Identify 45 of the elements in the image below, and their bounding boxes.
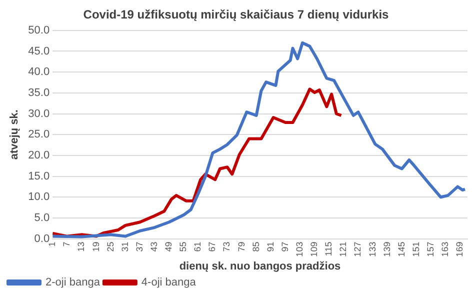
- y-tick-label: 45.0: [28, 45, 50, 58]
- y-tick-label: 50.0: [28, 24, 50, 36]
- x-tick-label: 121: [338, 242, 348, 257]
- y-tick-label: 15.0: [28, 170, 50, 182]
- x-tick-label: 49: [164, 242, 174, 252]
- x-tick-label: 79: [236, 242, 246, 252]
- y-tick-label: 0.0: [34, 232, 50, 245]
- x-tick-label: 145: [396, 242, 406, 257]
- x-tick-label: 97: [280, 242, 290, 252]
- y-tick-label: 30.0: [28, 108, 50, 120]
- x-tick-label: 115: [324, 242, 334, 256]
- x-tick-label: 73: [222, 242, 232, 252]
- y-tick-label: 5.0: [34, 212, 50, 224]
- y-tick-label: 35.0: [28, 86, 50, 99]
- x-tick-label: 133: [367, 242, 378, 257]
- x-tick-label: 19: [90, 242, 101, 252]
- x-tick-label: 55: [178, 242, 188, 252]
- x-tick-label: 139: [382, 242, 392, 257]
- x-tick-label: 1: [47, 242, 58, 247]
- x-tick-label: 169: [454, 242, 465, 257]
- legend-label: 4-oji banga: [141, 276, 197, 289]
- legend-label: 2-oji banga: [46, 276, 101, 289]
- x-tick-label: 91: [265, 242, 276, 252]
- y-tick-label: 10.0: [28, 191, 50, 204]
- x-tick-label: 43: [148, 242, 159, 252]
- x-axis-title: dienų sk. nuo bangos pradžios: [179, 260, 341, 272]
- x-tick-label: 157: [425, 242, 436, 257]
- x-tick-label: 31: [120, 242, 130, 252]
- y-tick-label: 25.0: [28, 128, 50, 141]
- x-tick-label: 103: [294, 242, 304, 257]
- x-tick-label: 85: [250, 242, 261, 252]
- x-tick-label: 127: [352, 242, 363, 257]
- chart-title: Covid-19 užfiksuotų mirčių skaičiaus 7 dienų vidurkis: [83, 8, 390, 22]
- x-tick-label: 61: [192, 242, 203, 252]
- x-tick-label: 163: [440, 242, 450, 257]
- y-axis-title: atvejų sk.: [8, 110, 21, 160]
- y-tick-label: 20.0: [28, 149, 50, 162]
- x-tick-label: 37: [134, 242, 144, 252]
- x-tick-label: 109: [309, 242, 320, 257]
- x-tick-label: 7: [62, 242, 72, 247]
- x-tick-label: 13: [76, 242, 86, 252]
- x-tick-label: 67: [207, 242, 218, 252]
- y-tick-label: 40.0: [28, 66, 50, 78]
- x-tick-label: 25: [105, 242, 116, 252]
- x-tick-label: 151: [410, 242, 421, 257]
